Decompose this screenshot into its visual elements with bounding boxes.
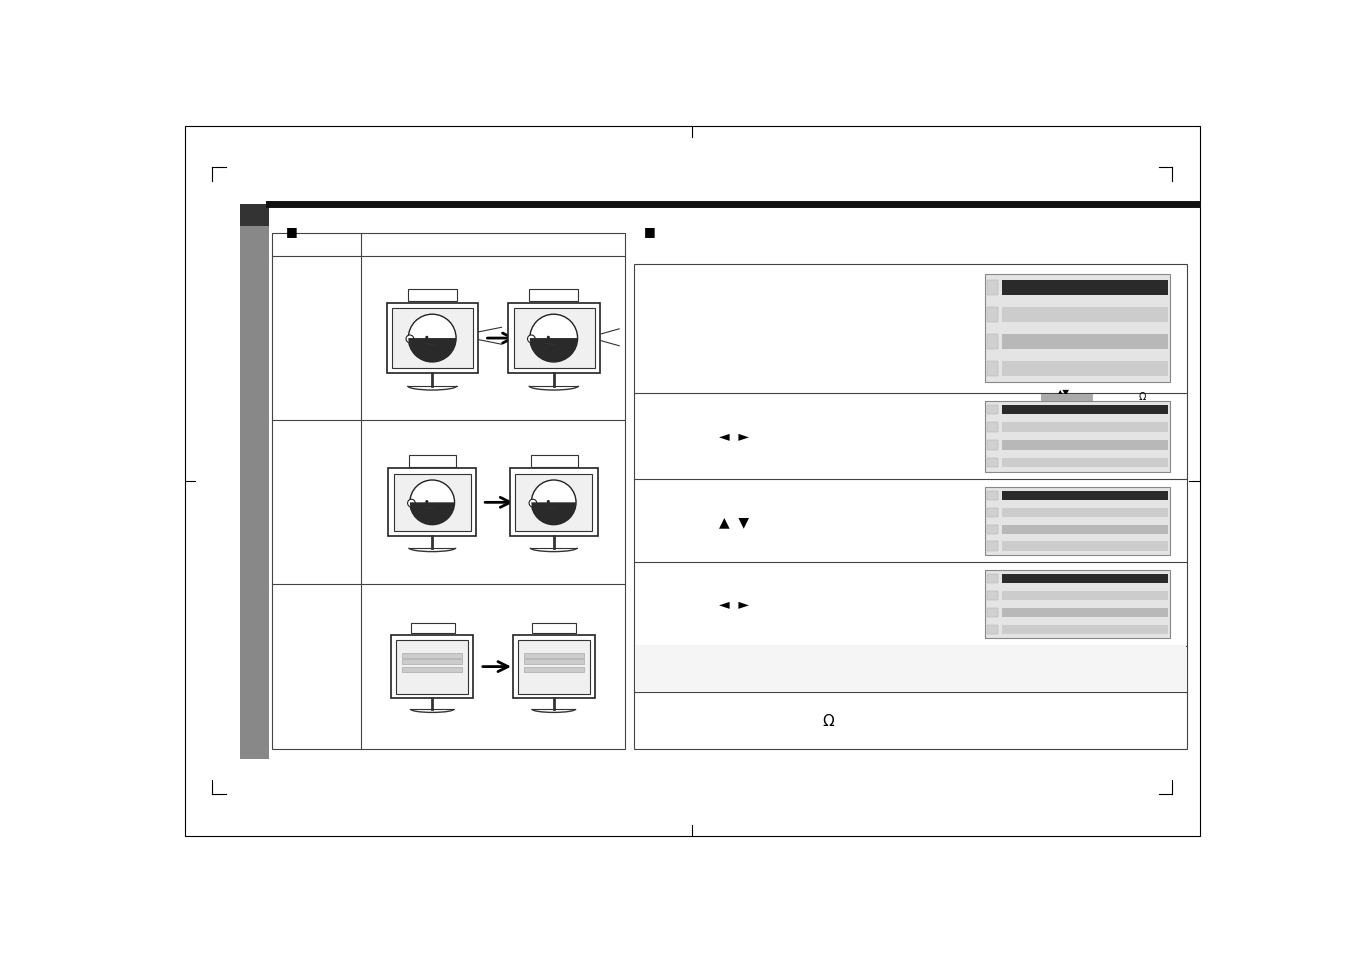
Text: ▲▼: ▲▼ xyxy=(1056,388,1070,396)
Bar xyxy=(386,303,478,375)
Bar xyxy=(988,608,997,618)
Bar xyxy=(411,623,454,634)
Bar xyxy=(524,653,584,659)
Bar xyxy=(1001,281,1167,295)
Bar xyxy=(988,591,997,600)
Text: ▲  ▼: ▲ ▼ xyxy=(719,515,750,528)
Bar xyxy=(988,335,997,350)
Text: Ω: Ω xyxy=(821,713,834,728)
Bar xyxy=(517,640,590,694)
Bar xyxy=(1001,440,1167,450)
Wedge shape xyxy=(409,503,454,525)
Bar xyxy=(1001,335,1167,350)
Bar xyxy=(403,653,462,659)
Bar xyxy=(635,647,1186,691)
Bar xyxy=(988,575,997,583)
Bar xyxy=(392,309,473,369)
Bar xyxy=(1001,591,1167,600)
Circle shape xyxy=(407,335,413,343)
Wedge shape xyxy=(408,338,457,362)
Bar xyxy=(988,625,997,635)
Text: Ω: Ω xyxy=(1139,392,1146,401)
Circle shape xyxy=(547,336,550,339)
Bar xyxy=(408,290,457,302)
Bar xyxy=(403,667,462,672)
Bar xyxy=(1001,508,1167,517)
Bar xyxy=(513,636,594,699)
Bar xyxy=(240,205,269,759)
Wedge shape xyxy=(531,503,576,525)
Bar xyxy=(1001,625,1167,635)
Circle shape xyxy=(409,480,454,525)
Circle shape xyxy=(547,500,550,503)
Bar xyxy=(509,469,597,537)
Bar xyxy=(388,469,476,537)
Bar xyxy=(1001,362,1167,376)
Bar xyxy=(1001,575,1167,583)
Bar xyxy=(1001,458,1167,468)
Text: ■: ■ xyxy=(643,224,655,237)
Circle shape xyxy=(527,335,535,343)
Bar xyxy=(530,290,578,302)
Bar xyxy=(988,423,997,433)
Bar xyxy=(1040,395,1093,401)
Circle shape xyxy=(426,500,428,503)
Bar xyxy=(1001,542,1167,551)
Bar xyxy=(515,475,592,531)
Bar xyxy=(988,508,997,517)
Bar xyxy=(988,405,997,415)
Bar xyxy=(988,542,997,551)
Bar xyxy=(988,281,997,295)
Circle shape xyxy=(408,499,415,507)
Bar xyxy=(988,458,997,468)
Bar xyxy=(240,205,269,227)
Bar xyxy=(1001,608,1167,618)
Circle shape xyxy=(530,499,536,507)
Bar xyxy=(1001,525,1167,535)
Bar xyxy=(988,362,997,376)
Bar xyxy=(532,623,576,634)
Bar xyxy=(985,487,1170,555)
Bar xyxy=(1001,308,1167,323)
Bar xyxy=(524,659,584,664)
Bar xyxy=(985,401,1170,472)
Bar xyxy=(508,303,600,375)
Bar xyxy=(409,456,457,467)
Circle shape xyxy=(426,336,428,339)
Bar xyxy=(988,525,997,535)
Bar xyxy=(273,233,626,749)
Text: ■: ■ xyxy=(286,224,299,237)
Bar xyxy=(988,440,997,450)
Wedge shape xyxy=(530,338,578,362)
Bar xyxy=(396,640,469,694)
Circle shape xyxy=(531,480,576,525)
Bar xyxy=(1001,405,1167,415)
Bar xyxy=(513,309,594,369)
Bar xyxy=(531,456,578,467)
Text: ◄  ►: ◄ ► xyxy=(719,430,750,444)
Bar xyxy=(1001,423,1167,433)
Circle shape xyxy=(530,314,578,362)
Bar xyxy=(393,475,470,531)
Bar xyxy=(988,308,997,323)
Bar xyxy=(985,571,1170,639)
Bar xyxy=(634,264,1188,749)
Bar xyxy=(403,659,462,664)
Text: ◄  ►: ◄ ► xyxy=(719,598,750,611)
Circle shape xyxy=(408,314,457,362)
Bar xyxy=(524,667,584,672)
Bar xyxy=(988,491,997,500)
Bar xyxy=(1001,491,1167,500)
Bar xyxy=(392,636,473,699)
Bar xyxy=(985,275,1170,383)
